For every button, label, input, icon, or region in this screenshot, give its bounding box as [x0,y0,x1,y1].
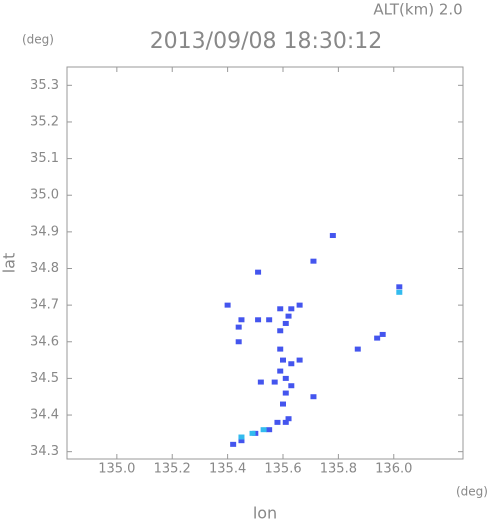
echo-point [282,320,289,326]
y-tick-label: 34.8 [30,261,59,276]
x-tick-label: 135.8 [320,462,357,477]
echo-point [280,357,286,363]
x-tick-label: 135.2 [154,462,191,477]
x-tick-label: 135.4 [209,462,246,477]
echo-point [285,313,292,319]
echo-point [235,324,242,330]
echo-point [271,379,278,385]
y-tick-label: 34.6 [30,334,59,349]
x-unit: (deg) [456,485,488,499]
echo-point [288,306,295,312]
echo-point [329,233,336,239]
echo-point [282,390,289,396]
y-unit: (deg) [22,33,54,47]
echo-point [277,368,284,374]
y-tick-label: 34.5 [30,371,59,386]
plot-frame [66,66,464,460]
y-tick-label: 34.4 [30,408,59,423]
y-tick-label: 35.1 [30,151,59,166]
echo-point [288,361,295,367]
echo-point [249,430,256,436]
echo-point [257,379,264,385]
echo-point [280,401,286,407]
y-tick-label: 35.2 [30,114,59,129]
echo-point [274,419,281,425]
echo-point [396,284,403,290]
echo-point [277,346,284,352]
echo-point [310,258,317,264]
x-axis-label: lon [253,504,277,521]
echo-point [266,427,273,433]
echo-point [235,339,242,345]
echo-point [255,317,262,323]
echo-point [288,383,295,389]
echo-point [238,317,245,323]
echo-point [296,357,303,363]
y-tick-label: 35.3 [30,78,59,93]
echo-point [277,328,284,334]
y-axis-label: lat [0,253,19,274]
x-tick-label: 136.0 [375,462,412,477]
echo-point [296,302,303,308]
echo-point [396,289,403,295]
echo-point [282,419,289,425]
x-tick-label: 135.6 [264,462,301,477]
echo-point [266,317,273,323]
echo-point [260,427,267,433]
x-tick-label: 135.0 [98,462,135,477]
echo-point [310,394,317,400]
echo-point [354,346,361,352]
y-tick-label: 35.0 [30,188,59,203]
echo-point [285,416,292,422]
echo-point [238,434,245,440]
echo-point [224,302,231,308]
echo-point [379,331,386,337]
y-tick-label: 34.9 [30,224,59,239]
echo-point [230,441,237,447]
subtitle: ALT(km) 2.0 [373,1,462,19]
echo-point [282,375,289,381]
y-tick-label: 34.7 [30,298,59,313]
y-tick-label: 34.3 [30,444,59,459]
echo-point [255,269,262,275]
echo-point [374,335,381,341]
echo-point [277,306,284,312]
echo-point [238,438,245,444]
chart-title: 2013/09/08 18:30:12 [150,29,383,54]
